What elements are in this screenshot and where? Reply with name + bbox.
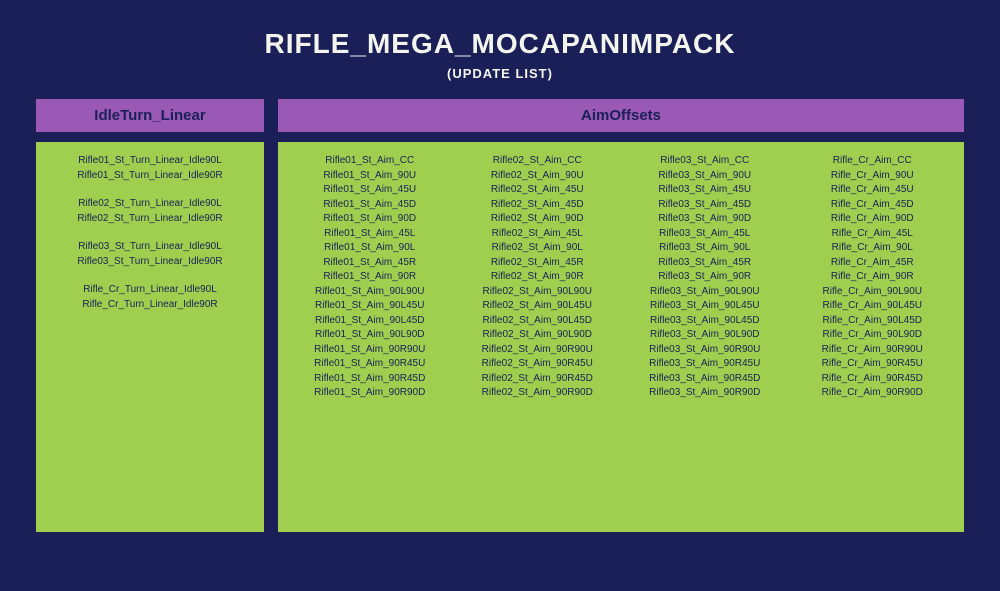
aimoffsets-column: Rifle01_St_Aim_CCRifle01_St_Aim_90URifle…	[286, 154, 454, 401]
list-item: Rifle_Cr_Aim_90L90U	[789, 285, 957, 300]
list-item: Rifle02_St_Aim_90L	[454, 241, 622, 256]
idleturn-group: Rifle01_St_Turn_Linear_Idle90LRifle01_St…	[44, 154, 256, 183]
list-item: Rifle_Cr_Aim_90L45D	[789, 314, 957, 329]
column-aimoffsets: AimOffsets Rifle01_St_Aim_CCRifle01_St_A…	[278, 99, 964, 532]
list-item: Rifle03_St_Aim_90U	[621, 169, 789, 184]
aimoffsets-column: Rifle_Cr_Aim_CCRifle_Cr_Aim_90URifle_Cr_…	[789, 154, 957, 401]
list-item: Rifle02_St_Aim_45U	[454, 183, 622, 198]
list-item: Rifle03_St_Aim_90D	[621, 212, 789, 227]
list-item: Rifle03_St_Aim_90R45U	[621, 357, 789, 372]
aimoffsets-column: Rifle03_St_Aim_CCRifle03_St_Aim_90URifle…	[621, 154, 789, 401]
list-item: Rifle02_St_Aim_90R45U	[454, 357, 622, 372]
list-item: Rifle_Cr_Aim_CC	[789, 154, 957, 169]
aimoffsets-body: Rifle01_St_Aim_CCRifle01_St_Aim_90URifle…	[278, 142, 964, 532]
page-subtitle: (UPDATE LIST)	[0, 66, 1000, 81]
list-item: Rifle_Cr_Aim_90R	[789, 270, 957, 285]
list-item: Rifle_Cr_Aim_90U	[789, 169, 957, 184]
list-item: Rifle02_St_Aim_90R45D	[454, 372, 622, 387]
list-item: Rifle01_St_Aim_90R45U	[286, 357, 454, 372]
list-item: Rifle02_St_Aim_90L45U	[454, 299, 622, 314]
list-item: Rifle01_St_Aim_90R45D	[286, 372, 454, 387]
list-item: Rifle_Cr_Aim_90L45U	[789, 299, 957, 314]
list-item: Rifle03_St_Aim_90L45D	[621, 314, 789, 329]
list-item: Rifle01_St_Aim_90U	[286, 169, 454, 184]
layout: IdleTurn_Linear Rifle01_St_Turn_Linear_I…	[0, 81, 1000, 532]
page-title: RIFLE_MEGA_MOCAPANIMPACK	[0, 28, 1000, 60]
column-idleturn: IdleTurn_Linear Rifle01_St_Turn_Linear_I…	[36, 99, 264, 532]
idleturn-group: Rifle03_St_Turn_Linear_Idle90LRifle03_St…	[44, 240, 256, 269]
list-item: Rifle03_St_Aim_90L90D	[621, 328, 789, 343]
list-item: Rifle01_St_Aim_90L90D	[286, 328, 454, 343]
list-item: Rifle01_St_Aim_CC	[286, 154, 454, 169]
list-item: Rifle_Cr_Aim_90L90D	[789, 328, 957, 343]
list-item: Rifle_Cr_Aim_90R45U	[789, 357, 957, 372]
idleturn-group: Rifle_Cr_Turn_Linear_Idle90LRifle_Cr_Tur…	[44, 283, 256, 312]
aimoffsets-column: Rifle02_St_Aim_CCRifle02_St_Aim_90URifle…	[454, 154, 622, 401]
list-item: Rifle02_St_Turn_Linear_Idle90L	[44, 197, 256, 212]
list-item: Rifle03_St_Aim_45R	[621, 256, 789, 271]
aimoffsets-header: AimOffsets	[278, 99, 964, 132]
list-item: Rifle03_St_Aim_90R	[621, 270, 789, 285]
list-item: Rifle03_St_Aim_45U	[621, 183, 789, 198]
list-item: Rifle_Cr_Turn_Linear_Idle90R	[44, 298, 256, 313]
list-item: Rifle_Cr_Aim_45D	[789, 198, 957, 213]
list-item: Rifle03_St_Aim_45D	[621, 198, 789, 213]
list-item: Rifle03_St_Aim_90L45U	[621, 299, 789, 314]
idleturn-group: Rifle02_St_Turn_Linear_Idle90LRifle02_St…	[44, 197, 256, 226]
list-item: Rifle02_St_Aim_45R	[454, 256, 622, 271]
list-item: Rifle_Cr_Aim_90R90U	[789, 343, 957, 358]
list-item: Rifle01_St_Aim_90L90U	[286, 285, 454, 300]
list-item: Rifle03_St_Turn_Linear_Idle90L	[44, 240, 256, 255]
list-item: Rifle01_St_Aim_90D	[286, 212, 454, 227]
list-item: Rifle_Cr_Turn_Linear_Idle90L	[44, 283, 256, 298]
list-item: Rifle02_St_Aim_90L45D	[454, 314, 622, 329]
idleturn-body: Rifle01_St_Turn_Linear_Idle90LRifle01_St…	[36, 142, 264, 532]
list-item: Rifle01_St_Aim_90L	[286, 241, 454, 256]
list-item: Rifle02_St_Aim_90L90U	[454, 285, 622, 300]
list-item: Rifle01_St_Aim_90R	[286, 270, 454, 285]
list-item: Rifle03_St_Turn_Linear_Idle90R	[44, 255, 256, 270]
list-item: Rifle03_St_Aim_90R90U	[621, 343, 789, 358]
list-item: Rifle03_St_Aim_45L	[621, 227, 789, 242]
list-item: Rifle_Cr_Aim_90L	[789, 241, 957, 256]
list-item: Rifle01_St_Aim_45L	[286, 227, 454, 242]
list-item: Rifle01_St_Turn_Linear_Idle90L	[44, 154, 256, 169]
list-item: Rifle01_St_Aim_45R	[286, 256, 454, 271]
list-item: Rifle03_St_Aim_90L90U	[621, 285, 789, 300]
list-item: Rifle01_St_Aim_90L45D	[286, 314, 454, 329]
list-item: Rifle02_St_Aim_45D	[454, 198, 622, 213]
list-item: Rifle02_St_Aim_CC	[454, 154, 622, 169]
list-item: Rifle02_St_Aim_45L	[454, 227, 622, 242]
list-item: Rifle02_St_Aim_90L90D	[454, 328, 622, 343]
list-item: Rifle_Cr_Aim_90R45D	[789, 372, 957, 387]
list-item: Rifle03_St_Aim_CC	[621, 154, 789, 169]
list-item: Rifle01_St_Aim_90R90D	[286, 386, 454, 401]
list-item: Rifle01_St_Aim_45U	[286, 183, 454, 198]
list-item: Rifle_Cr_Aim_90R90D	[789, 386, 957, 401]
list-item: Rifle02_St_Aim_90R90U	[454, 343, 622, 358]
list-item: Rifle_Cr_Aim_45R	[789, 256, 957, 271]
list-item: Rifle02_St_Aim_90R90D	[454, 386, 622, 401]
list-item: Rifle_Cr_Aim_90D	[789, 212, 957, 227]
list-item: Rifle01_St_Aim_45D	[286, 198, 454, 213]
list-item: Rifle01_St_Turn_Linear_Idle90R	[44, 169, 256, 184]
list-item: Rifle_Cr_Aim_45L	[789, 227, 957, 242]
list-item: Rifle03_St_Aim_90L	[621, 241, 789, 256]
list-item: Rifle01_St_Aim_90L45U	[286, 299, 454, 314]
list-item: Rifle02_St_Aim_90U	[454, 169, 622, 184]
list-item: Rifle02_St_Aim_90D	[454, 212, 622, 227]
list-item: Rifle03_St_Aim_90R45D	[621, 372, 789, 387]
list-item: Rifle01_St_Aim_90R90U	[286, 343, 454, 358]
list-item: Rifle02_St_Aim_90R	[454, 270, 622, 285]
idleturn-header: IdleTurn_Linear	[36, 99, 264, 132]
list-item: Rifle02_St_Turn_Linear_Idle90R	[44, 212, 256, 227]
list-item: Rifle03_St_Aim_90R90D	[621, 386, 789, 401]
list-item: Rifle_Cr_Aim_45U	[789, 183, 957, 198]
